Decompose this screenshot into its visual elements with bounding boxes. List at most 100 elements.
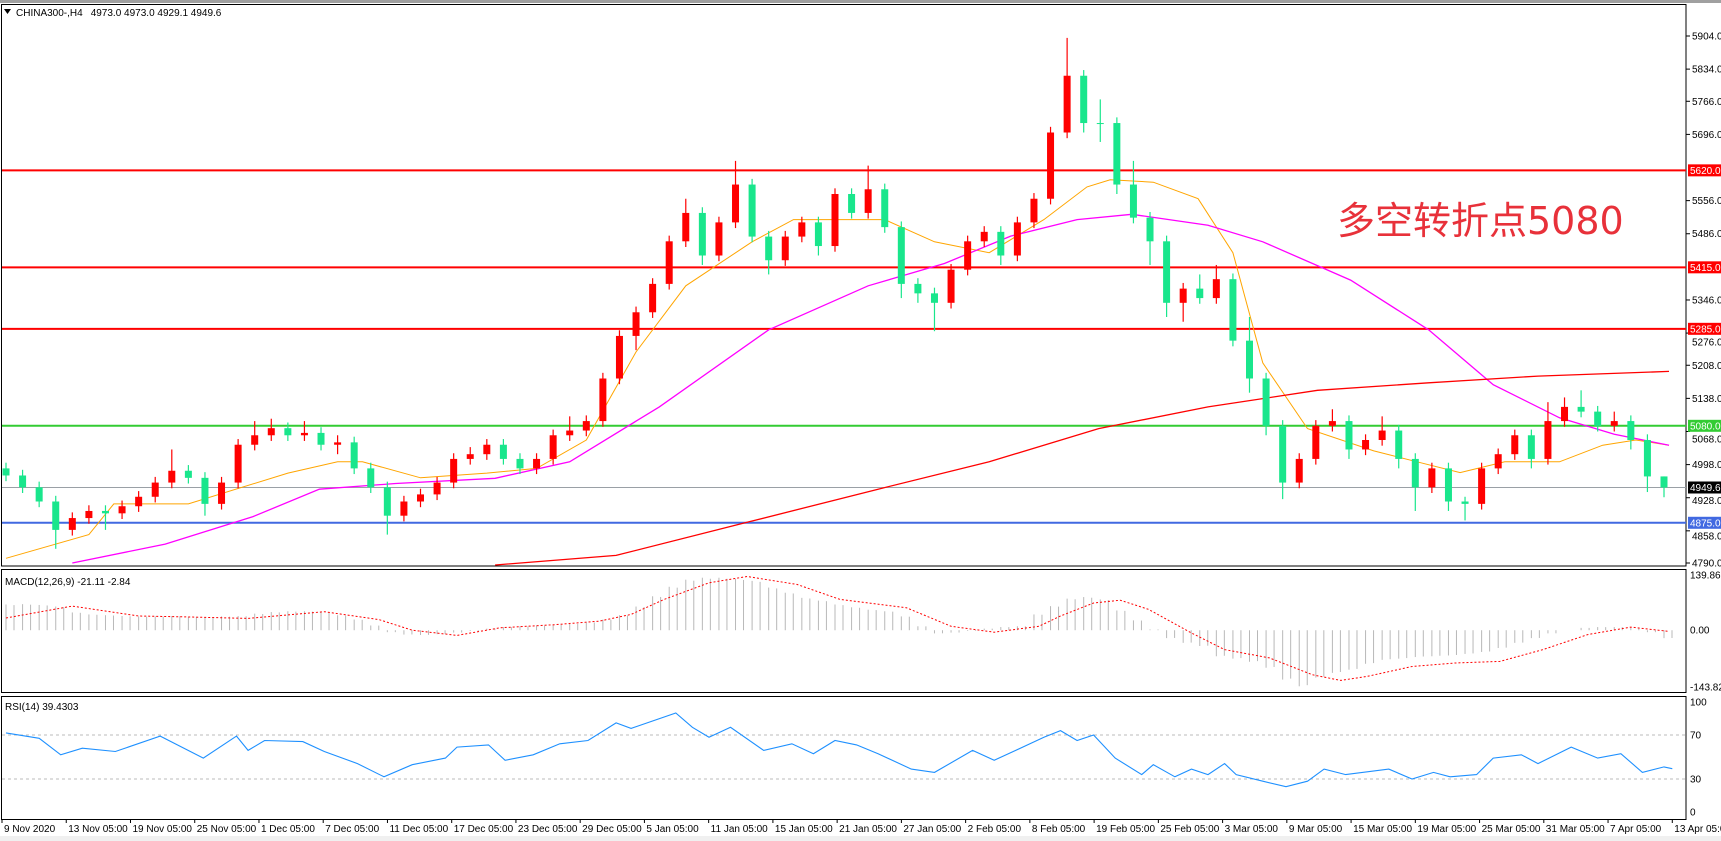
candle[interactable] xyxy=(334,435,342,455)
candle[interactable] xyxy=(19,469,27,493)
candle[interactable] xyxy=(151,476,159,503)
candle[interactable] xyxy=(1610,411,1618,432)
candle[interactable] xyxy=(1428,462,1436,493)
candle[interactable] xyxy=(698,207,706,265)
candle[interactable] xyxy=(1461,496,1469,521)
candle[interactable] xyxy=(1478,462,1486,510)
candle[interactable] xyxy=(1362,434,1370,456)
rsi-panel[interactable]: 100 70 30 0 xyxy=(1,696,1708,820)
candle[interactable] xyxy=(1660,476,1668,498)
candle[interactable] xyxy=(1527,429,1535,469)
candle[interactable] xyxy=(632,306,640,351)
candle[interactable] xyxy=(101,505,109,530)
candle[interactable] xyxy=(814,216,822,256)
candle[interactable] xyxy=(1179,282,1187,322)
candle[interactable] xyxy=(466,447,474,465)
candle[interactable] xyxy=(1146,211,1154,265)
candle[interactable] xyxy=(1395,424,1403,469)
candle[interactable] xyxy=(549,429,557,465)
candle[interactable] xyxy=(732,160,740,229)
candle[interactable] xyxy=(234,439,242,489)
candle[interactable] xyxy=(68,512,76,536)
candle[interactable] xyxy=(450,453,458,489)
candle[interactable] xyxy=(350,436,358,475)
candle[interactable] xyxy=(367,462,375,493)
candle[interactable] xyxy=(168,449,176,489)
candle[interactable] xyxy=(765,230,773,275)
candle[interactable] xyxy=(980,226,988,247)
candle[interactable] xyxy=(914,278,922,303)
candle[interactable] xyxy=(533,453,541,475)
candle[interactable] xyxy=(1013,216,1021,262)
candle[interactable] xyxy=(930,287,938,332)
candle[interactable] xyxy=(1295,453,1303,489)
candle[interactable] xyxy=(35,481,43,508)
candle[interactable] xyxy=(1511,429,1519,460)
candle[interactable] xyxy=(516,453,524,475)
candle[interactable] xyxy=(848,188,856,219)
candle[interactable] xyxy=(1229,273,1237,347)
candle[interactable] xyxy=(1246,317,1253,393)
candle[interactable] xyxy=(1378,416,1386,446)
candle[interactable] xyxy=(1047,126,1055,205)
candle[interactable] xyxy=(781,230,789,266)
candle[interactable] xyxy=(85,505,93,524)
candle[interactable] xyxy=(267,418,275,441)
candle[interactable] xyxy=(997,226,1005,265)
candle[interactable] xyxy=(1096,99,1104,142)
candle[interactable] xyxy=(964,235,972,276)
candle[interactable] xyxy=(566,416,574,441)
candle[interactable] xyxy=(1328,409,1336,432)
candle[interactable] xyxy=(118,500,126,520)
candle[interactable] xyxy=(1411,453,1419,511)
candle[interactable] xyxy=(1113,117,1121,195)
candle[interactable] xyxy=(1444,462,1452,511)
candle[interactable] xyxy=(798,216,806,243)
macd-panel[interactable]: 139.86 0.00 -143.82 xyxy=(1,569,1721,694)
candle[interactable] xyxy=(1544,402,1552,465)
candle[interactable] xyxy=(1312,420,1320,465)
candle[interactable] xyxy=(1594,405,1602,432)
candle[interactable] xyxy=(1345,415,1353,459)
candle[interactable] xyxy=(1627,415,1635,450)
candle[interactable] xyxy=(1577,390,1585,418)
candle[interactable] xyxy=(649,278,657,318)
candle[interactable] xyxy=(284,422,292,441)
candle[interactable] xyxy=(665,235,673,290)
candle[interactable] xyxy=(864,165,872,219)
candle[interactable] xyxy=(135,491,143,512)
candle[interactable] xyxy=(1561,397,1569,427)
candle[interactable] xyxy=(2,462,10,482)
candle[interactable] xyxy=(748,178,756,243)
candle[interactable] xyxy=(1030,193,1038,229)
candle[interactable] xyxy=(1643,434,1651,493)
candle[interactable] xyxy=(947,264,955,309)
candle[interactable] xyxy=(831,188,839,252)
candle[interactable] xyxy=(1080,70,1088,133)
candle[interactable] xyxy=(599,372,607,427)
candle[interactable] xyxy=(400,495,408,522)
candle[interactable] xyxy=(184,465,192,484)
price-panel[interactable]: 5904.0 5834.0 5766.0 5696.0 5556.0 5486.0 5346… xyxy=(1,4,1721,570)
candle[interactable] xyxy=(615,330,623,385)
candle[interactable] xyxy=(881,183,889,233)
candle[interactable] xyxy=(1196,274,1204,304)
candle[interactable] xyxy=(1163,235,1171,318)
candle[interactable] xyxy=(897,221,905,299)
candle[interactable] xyxy=(1262,372,1270,436)
candle[interactable] xyxy=(1129,160,1137,224)
candle[interactable] xyxy=(1279,420,1287,500)
candle[interactable] xyxy=(218,476,226,510)
candle[interactable] xyxy=(417,488,424,508)
dropdown-triangle-icon[interactable] xyxy=(4,9,11,14)
candle[interactable] xyxy=(433,476,441,501)
candle[interactable] xyxy=(1494,448,1502,475)
candle[interactable] xyxy=(52,495,60,549)
candle[interactable] xyxy=(1063,37,1071,139)
candle[interactable] xyxy=(582,415,590,437)
candle[interactable] xyxy=(317,427,325,451)
candle[interactable] xyxy=(715,216,723,262)
candle[interactable] xyxy=(499,439,507,465)
candle[interactable] xyxy=(1212,264,1220,304)
